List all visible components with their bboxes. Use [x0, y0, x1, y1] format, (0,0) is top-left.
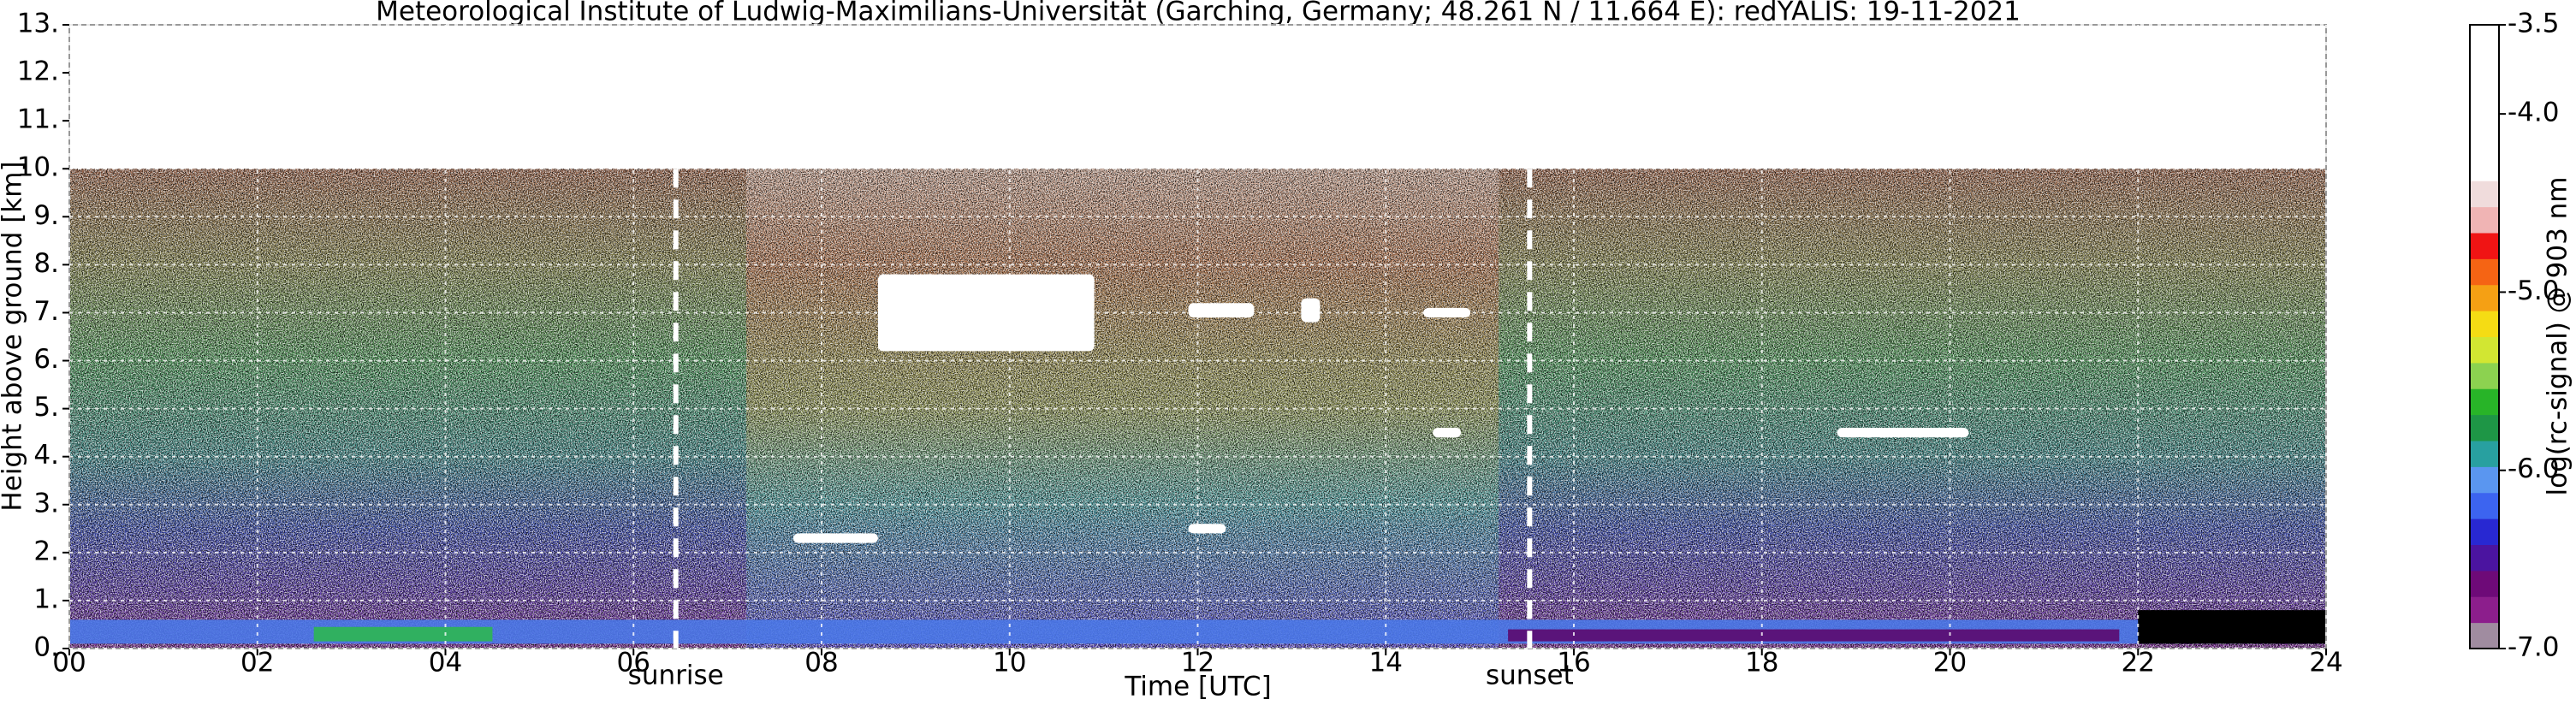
colorbar-segment — [2470, 181, 2499, 208]
annotation-label: sunrise — [628, 661, 724, 691]
colorbar-segment — [2470, 414, 2499, 441]
colorbar-segment — [2470, 570, 2499, 597]
cloud — [1423, 307, 1471, 318]
chart-title: Meteorological Institute of Ludwig-Maxim… — [376, 0, 2021, 27]
colorbar-segment — [2470, 336, 2499, 364]
cloud — [1188, 303, 1255, 318]
colorbar-segment — [2470, 233, 2499, 259]
colorbar-segment — [2470, 103, 2499, 129]
cloud — [1433, 428, 1462, 438]
colorbar-segment — [2470, 50, 2499, 78]
colorbar-tick-label: -4.0 — [2508, 98, 2560, 128]
colorbar-segment — [2470, 258, 2499, 286]
colorbar-segment — [2470, 25, 2499, 51]
colorbar-label: log(rc-signal) @ 903 nm — [2543, 176, 2573, 495]
colorbar-tick-label: -6.0 — [2508, 453, 2560, 484]
colorbar-segment — [2470, 206, 2499, 234]
x-tick-label: 22 — [2122, 648, 2155, 678]
y-tick-label: 13. — [17, 9, 59, 39]
colorbar-tick-label: -5.0 — [2508, 275, 2560, 306]
colorbar-segment — [2470, 128, 2499, 156]
colorbar-segment — [2470, 441, 2499, 467]
colorbar-segment — [2470, 76, 2499, 104]
no-signal — [2138, 610, 2326, 644]
y-axis-label: Height above ground [km] — [0, 161, 28, 511]
x-tick-label: 06 — [617, 648, 650, 678]
colorbar-segment — [2470, 388, 2499, 416]
colorbar-segment — [2470, 492, 2499, 519]
colorbar-segment — [2470, 284, 2499, 311]
colorbar-tick-label: -3.5 — [2508, 9, 2560, 39]
y-tick-label: 12. — [17, 56, 59, 87]
colorbar-segment — [2470, 518, 2499, 545]
y-tick-label: 7. — [33, 296, 59, 327]
y-tick-label: 6. — [33, 344, 59, 375]
x-tick-label: 08 — [804, 648, 838, 678]
y-tick-label: 11. — [17, 104, 59, 135]
x-tick-label: 18 — [1745, 648, 1778, 678]
x-tick-label: 02 — [240, 648, 274, 678]
boundary-layer-core — [1508, 629, 2120, 642]
colorbar-tick-label: -7.0 — [2508, 632, 2560, 663]
colorbar-segment — [2470, 362, 2499, 389]
y-tick-label: 2. — [33, 536, 59, 566]
colorbar-segment — [2470, 622, 2499, 649]
colorbar-segment — [2470, 154, 2499, 181]
x-tick-label: 14 — [1369, 648, 1403, 678]
y-tick-label: 4. — [33, 440, 59, 471]
y-tick-label: 9. — [33, 200, 59, 231]
colorbar-segment — [2470, 596, 2499, 624]
y-tick-label: 3. — [33, 488, 59, 518]
annotation-label: sunset — [1486, 661, 1574, 691]
x-tick-label: 00 — [52, 648, 86, 678]
y-tick-label: 1. — [33, 584, 59, 614]
x-axis-label: Time [UTC] — [1124, 672, 1271, 702]
x-tick-label: 20 — [1933, 648, 1967, 678]
x-tick-label: 24 — [2309, 648, 2342, 678]
cloud — [1301, 298, 1321, 323]
y-tick-label: 0. — [33, 632, 59, 663]
colorbar-segment — [2470, 311, 2499, 337]
x-tick-label: 12 — [1181, 648, 1214, 678]
colorbar-frame — [2469, 24, 2500, 649]
y-tick-label: 5. — [33, 392, 59, 423]
cloud — [793, 533, 878, 543]
boundary-layer-core — [313, 626, 493, 642]
colorbar-segment — [2470, 466, 2499, 494]
colorbar-segment — [2470, 544, 2499, 572]
y-tick-label: 8. — [33, 248, 59, 279]
x-tick-label: 10 — [993, 648, 1026, 678]
x-tick-label: 16 — [1557, 648, 1590, 678]
cloud — [1188, 524, 1226, 534]
cloud — [1837, 428, 1969, 438]
x-tick-label: 04 — [429, 648, 462, 678]
y-tick-label: 10. — [17, 152, 59, 183]
